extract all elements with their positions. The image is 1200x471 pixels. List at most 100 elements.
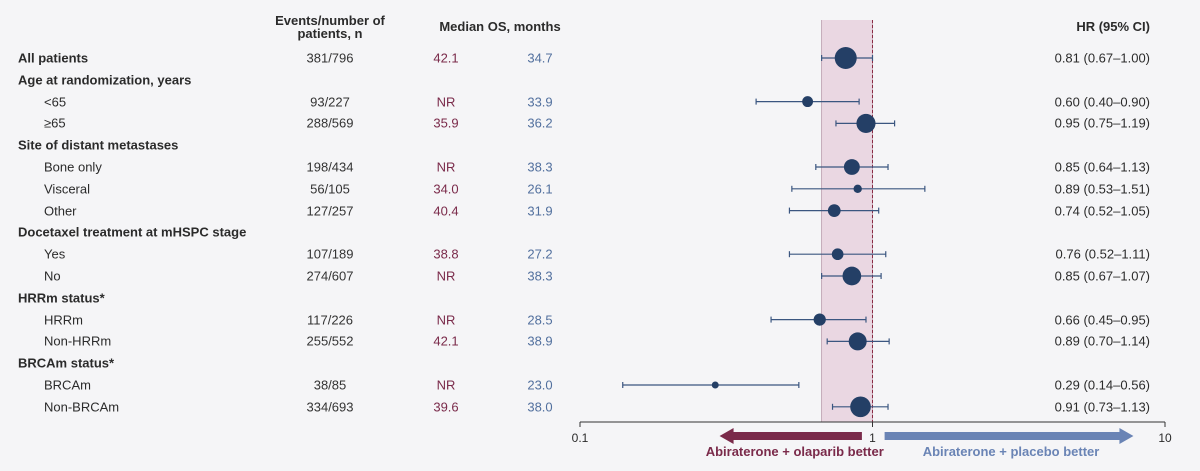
hr-marker [853, 184, 862, 194]
table-row: BRCAm 38/85 NR 23.0 0.29 (0.14–0.56) [0, 374, 1200, 396]
hr-marker [827, 204, 841, 217]
median-placebo-cell: 23.0 [527, 377, 553, 393]
median-olaparib-cell: NR [436, 268, 456, 284]
x-tick-label: 1 [869, 431, 876, 445]
median-olaparib-cell: 42.1 [433, 50, 459, 66]
forest-point [815, 159, 889, 175]
row-label: BRCAm status* [18, 355, 115, 371]
events-cell: 274/607 [306, 268, 354, 284]
subgroup-header-row: Docetaxel treatment at mHSPC stage [0, 221, 1200, 243]
forest-point [791, 184, 926, 194]
hr-ci-cell: 0.91 (0.73–1.13) [1054, 399, 1150, 415]
table-row: Visceral 56/105 34.0 26.1 0.89 (0.53–1.51) [0, 178, 1200, 200]
hr-marker [856, 113, 876, 133]
subgroup-header-row: HRRm status* [0, 287, 1200, 309]
hr-ci-header: HR (95% CI) [1076, 19, 1150, 34]
hr-marker [831, 248, 844, 261]
row-label: Other [44, 203, 77, 219]
median-placebo-cell: 38.0 [527, 399, 553, 415]
row-label: Non-HRRm [44, 333, 112, 349]
events-cell: 198/434 [306, 159, 354, 175]
table-row: Yes 107/189 38.8 27.2 0.76 (0.52–1.11) [0, 243, 1200, 265]
median-placebo-cell: 27.2 [527, 246, 553, 262]
forest-point [826, 332, 890, 351]
row-label: ≥65 [44, 115, 66, 131]
median-olaparib-cell: 34.0 [433, 181, 459, 197]
row-label: <65 [44, 94, 67, 110]
subgroup-header-row: Site of distant metastases [0, 134, 1200, 156]
forest-point [788, 248, 887, 261]
median-placebo-cell: 38.9 [527, 333, 553, 349]
median-placebo-cell: 38.3 [527, 268, 553, 284]
hr-ci-cell: 0.81 (0.67–1.00) [1054, 50, 1150, 66]
table-row: Non-BRCAm 334/693 39.6 38.0 0.91 (0.73–1.13) [0, 396, 1200, 418]
row-label: Docetaxel treatment at mHSPC stage [18, 224, 247, 240]
hr-marker [842, 266, 862, 286]
events-cell: 127/257 [306, 203, 354, 219]
favors-left-label: Abiraterone + olaparib better [706, 444, 884, 459]
hr-marker [848, 332, 867, 351]
events-cell: 93/227 [310, 94, 350, 110]
median-olaparib-cell: NR [436, 159, 456, 175]
median-olaparib-cell: 35.9 [433, 115, 459, 131]
median-placebo-cell: 38.3 [527, 159, 553, 175]
table-row: Other 127/257 40.4 31.9 0.74 (0.52–1.05) [0, 200, 1200, 222]
favors-right-arrowhead [1119, 428, 1134, 444]
row-label: Visceral [44, 181, 91, 197]
row-label: Bone only [44, 159, 102, 175]
favors-right-arrow-shaft [884, 432, 1124, 440]
forest-point [755, 96, 860, 108]
median-os-header: Median OS, months [439, 19, 561, 34]
median-placebo-cell: 28.5 [527, 312, 553, 328]
median-placebo-cell: 31.9 [527, 203, 553, 219]
hr-marker [843, 159, 860, 175]
forest-point [821, 266, 882, 286]
hr-ci-cell: 0.66 (0.45–0.95) [1054, 312, 1150, 328]
row-label: Yes [44, 246, 66, 262]
row-label: All patients [18, 50, 89, 66]
hr-ci-cell: 0.74 (0.52–1.05) [1054, 203, 1150, 219]
events-header: Events/number of patients, n [275, 13, 385, 41]
hr-marker [813, 313, 826, 326]
row-label: HRRm [44, 312, 83, 328]
median-placebo-cell: 36.2 [527, 115, 553, 131]
median-olaparib-cell: 38.8 [433, 246, 459, 262]
median-placebo-cell: 34.7 [527, 50, 553, 66]
table-row: Non-HRRm 255/552 42.1 38.9 0.89 (0.70–1.14) [0, 330, 1200, 352]
hr-ci-cell: 0.85 (0.64–1.13) [1054, 159, 1150, 175]
favors-left-arrowhead [719, 428, 734, 444]
hr-ci-cell: 0.89 (0.53–1.51) [1054, 181, 1150, 197]
forest-point [831, 396, 889, 418]
events-cell: 107/189 [306, 246, 354, 262]
events-cell: 255/552 [306, 333, 354, 349]
median-olaparib-cell: NR [436, 312, 456, 328]
subgroup-header-row: Age at randomization, years [0, 69, 1200, 91]
hr-marker [850, 396, 871, 418]
forest-point [770, 313, 867, 326]
median-placebo-cell: 33.9 [527, 94, 553, 110]
row-label: Non-BRCAm [44, 399, 120, 415]
row-label: Age at randomization, years [18, 72, 192, 88]
hr-ci-cell: 0.95 (0.75–1.19) [1054, 115, 1150, 131]
events-cell: 334/693 [306, 399, 354, 415]
hr-marker [802, 96, 814, 108]
hr-marker [711, 381, 719, 389]
median-olaparib-cell: NR [436, 94, 456, 110]
x-tick-label: 0.1 [572, 431, 589, 445]
table-row: Bone only 198/434 NR 38.3 0.85 (0.64–1.13) [0, 156, 1200, 178]
subgroup-header-row: BRCAm status* [0, 352, 1200, 374]
events-cell: 56/105 [310, 181, 350, 197]
table-row: All patients 381/796 42.1 34.7 0.81 (0.67–1.… [0, 47, 1200, 69]
favors-right-label: Abiraterone + placebo better [923, 444, 1100, 459]
favors-left-arrow-shaft [729, 432, 862, 440]
table-row: <65 93/227 NR 33.9 0.60 (0.40–0.90) [0, 91, 1200, 113]
hr-ci-cell: 0.60 (0.40–0.90) [1054, 94, 1150, 110]
forest-point [788, 204, 880, 217]
median-olaparib-cell: 40.4 [433, 203, 459, 219]
table-row: No 274/607 NR 38.3 0.85 (0.67–1.07) [0, 265, 1200, 287]
x-tick-label: 10 [1158, 431, 1172, 445]
median-olaparib-cell: 39.6 [433, 399, 459, 415]
row-label: HRRm status* [18, 290, 105, 306]
